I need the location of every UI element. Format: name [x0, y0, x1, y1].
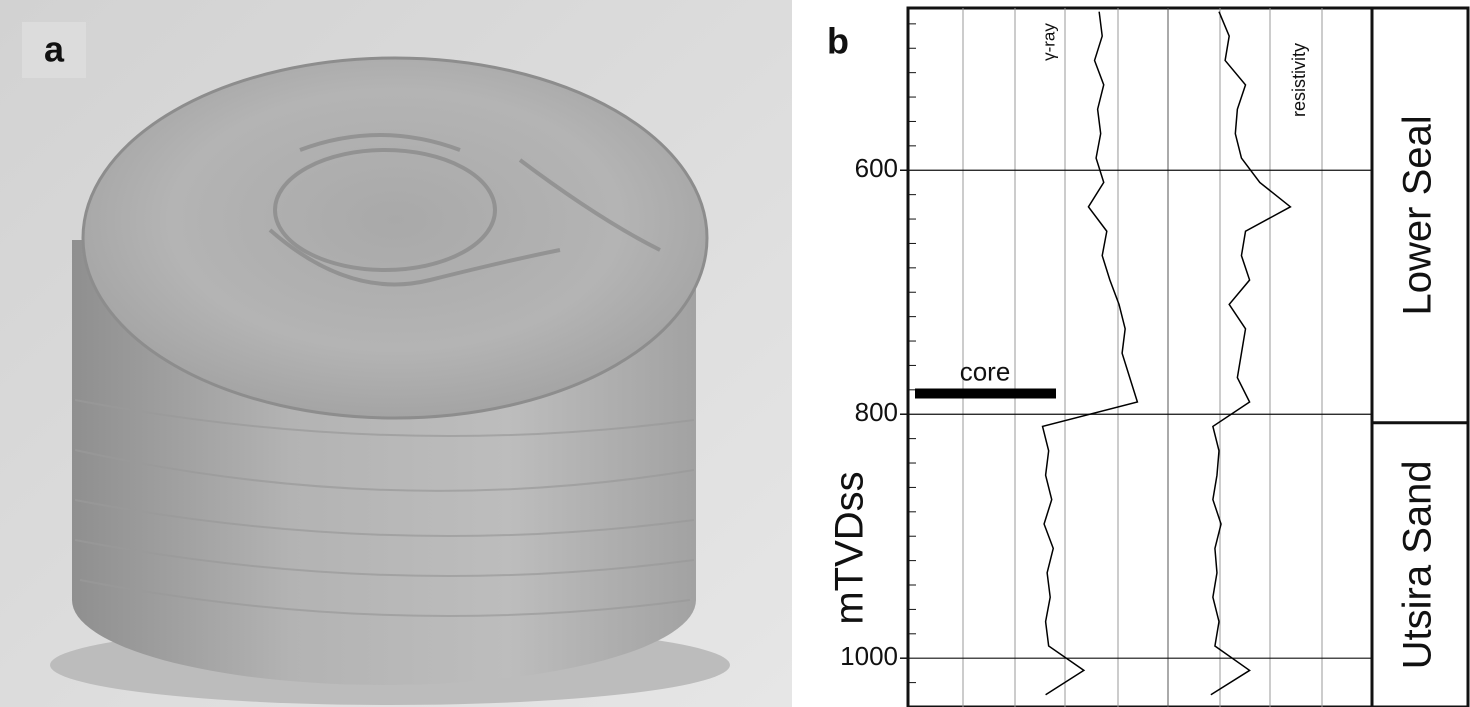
panel-label: b	[827, 21, 849, 62]
log-trace	[1211, 12, 1291, 695]
gamma-ray-label: γ-ray	[1039, 23, 1058, 61]
figure-canvas: a b mTVDss γ-ray resistivity 600 800 1000 c…	[0, 0, 1470, 707]
core-sample-top	[83, 58, 707, 418]
track-grid	[963, 8, 1322, 707]
core-label: core	[960, 356, 1011, 386]
resistivity-label: resistivity	[1289, 43, 1309, 117]
y-tick-label: 600	[855, 153, 898, 183]
y-tick-label: 800	[855, 397, 898, 427]
y-tick-label: 1000	[840, 641, 898, 671]
y-axis-label: mTVDss	[828, 471, 872, 624]
log-trace	[1043, 12, 1138, 695]
formation-label: Lower Seal	[1396, 115, 1440, 315]
figure: a b mTVDss γ-ray resistivity 600 800 1000 c…	[0, 0, 1470, 707]
photo-label: a	[44, 29, 65, 70]
formation-label: Utsira Sand	[1396, 460, 1440, 669]
